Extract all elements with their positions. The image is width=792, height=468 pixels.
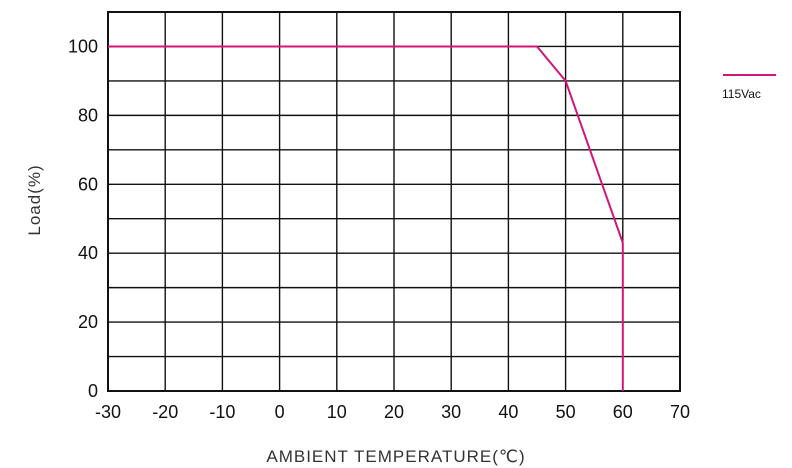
plot-border [107,11,681,392]
y-tick-label: 0 [88,381,98,401]
x-tick-label: 20 [384,402,404,422]
x-tick-label: 70 [670,402,690,422]
y-tick-label: 60 [78,174,98,194]
x-tick-label: 40 [498,402,518,422]
x-tick-label: 50 [556,402,576,422]
x-tick-label: -30 [95,402,121,422]
x-axis-title: AMBIENT TEMPERATURE(℃) [266,447,525,466]
series-line-0 [108,45,624,391]
x-tick-label: 30 [441,402,461,422]
x-tick-label: 60 [613,402,633,422]
y-axis-title: Load(%) [25,164,44,235]
x-tick-label: -10 [209,402,235,422]
x-tick-label: 0 [275,402,285,422]
y-tick-label: 40 [78,243,98,263]
series-layer [108,45,624,391]
plot-frame [107,11,681,392]
y-tick-label: 20 [78,312,98,332]
y-tick-label: 100 [68,36,98,56]
x-tick-labels: -30 -20 -10 0 10 20 30 40 50 60 70 [95,402,690,422]
y-tick-label: 80 [78,105,98,125]
grid [107,11,681,392]
y-tick-labels: 0 20 40 60 80 100 [68,36,98,401]
x-tick-label: -20 [152,402,178,422]
x-tick-label: 10 [327,402,347,422]
legend: 115Vac [722,74,776,101]
legend-label: 115Vac [722,87,761,101]
